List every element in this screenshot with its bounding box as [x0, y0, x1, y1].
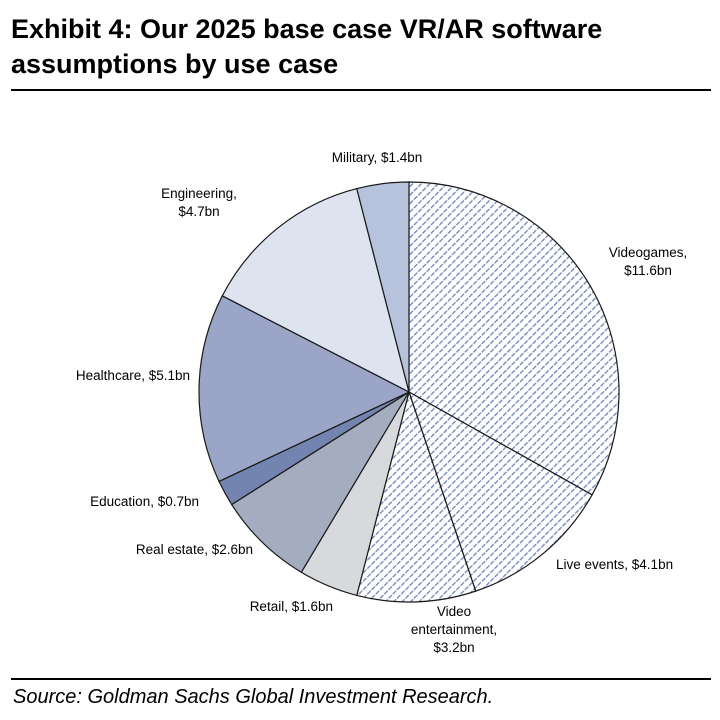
- slice-label-retail: Retail, $1.6bn: [250, 599, 333, 614]
- slice-label-real-estate: Real estate, $2.6bn: [136, 542, 253, 557]
- pie-slice-military: [356, 181, 410, 393]
- slice-label-line: Real estate, $2.6bn: [136, 542, 253, 557]
- chart-title-line-1: Exhibit 4: Our 2025 base case VR/AR soft…: [11, 14, 603, 44]
- slice-label-line: Live events, $4.1bn: [556, 557, 673, 572]
- pie-slice-video-entertainment: [356, 389, 477, 603]
- pie-slice-videogames: [408, 181, 620, 496]
- slice-label-education: Education, $0.7bn: [90, 494, 199, 509]
- title-divider: [11, 89, 711, 91]
- slice-label-videogames: Videogames, $11.6bn: [609, 245, 688, 278]
- slice-label-healthcare: Healthcare, $5.1bn: [76, 368, 190, 383]
- slice-label-line: Engineering,: [161, 186, 237, 201]
- slice-label-line: Video: [437, 604, 471, 619]
- slice-label-live-events: Live events, $4.1bn: [556, 557, 673, 572]
- slice-label-line: Healthcare, $5.1bn: [76, 368, 190, 383]
- slice-label-line: entertainment,: [411, 622, 497, 637]
- slice-label-line: $11.6bn: [624, 263, 672, 278]
- slice-label-engineering: Engineering, $4.7bn: [161, 186, 237, 219]
- slice-label-line: Videogames,: [609, 245, 688, 260]
- slice-label-line: Military, $1.4bn: [332, 150, 423, 165]
- source-note: Source: Goldman Sachs Global Investment …: [13, 686, 494, 708]
- pie-slices: [198, 181, 620, 603]
- slice-label-video-entertainment: Video entertainment, $3.2bn: [411, 604, 497, 655]
- pie-chart-area: Videogames, $11.6bn Live events, $4.1bn Vid…: [0, 95, 720, 675]
- slice-label-line: $3.2bn: [433, 640, 474, 655]
- chart-title-line-2: assumptions by use case: [11, 49, 339, 79]
- slice-label-military: Military, $1.4bn: [332, 150, 423, 165]
- slice-label-line: Retail, $1.6bn: [250, 599, 333, 614]
- pie-chart: Videogames, $11.6bn Live events, $4.1bn Vid…: [76, 150, 687, 655]
- slice-label-line: Education, $0.7bn: [90, 494, 199, 509]
- source-divider: [11, 678, 711, 680]
- pie-slice-healthcare: [198, 295, 411, 483]
- pie-slice-engineering: [221, 187, 410, 394]
- slice-label-line: $4.7bn: [178, 204, 219, 219]
- pie-labels: Videogames, $11.6bn Live events, $4.1bn Vid…: [76, 150, 687, 655]
- pie-slice-live-events: [407, 390, 593, 592]
- chart-title: Exhibit 4: Our 2025 base case VR/AR soft…: [11, 12, 711, 82]
- pie-slice-real-estate: [230, 391, 410, 574]
